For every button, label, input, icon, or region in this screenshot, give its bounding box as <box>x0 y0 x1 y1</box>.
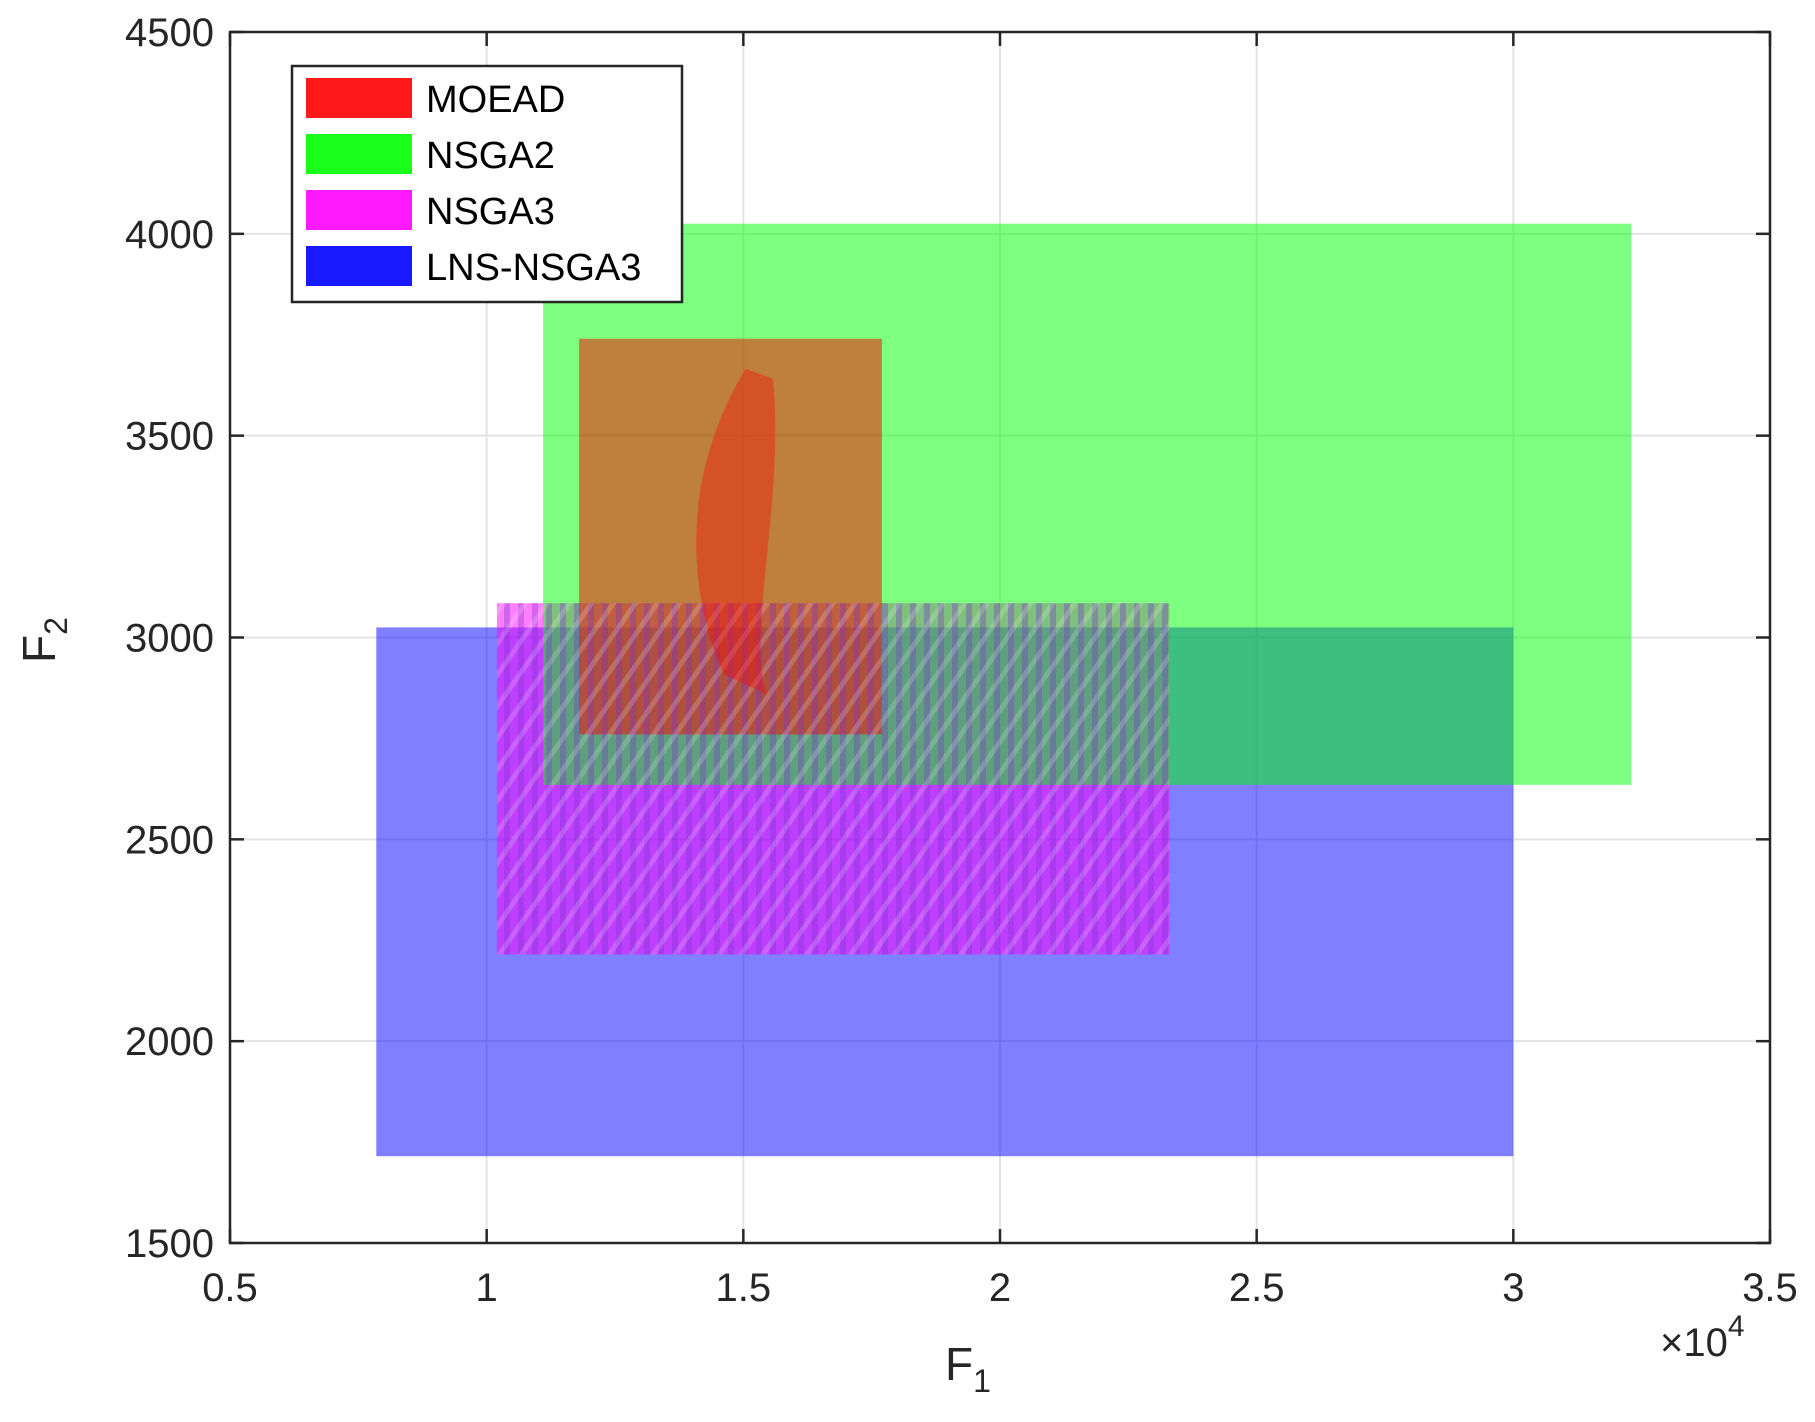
x-tick-label-2: 1.5 <box>716 1266 772 1310</box>
axis-labels: F1 F2 ×104 <box>13 617 1745 1399</box>
y-axis-label: F2 <box>13 617 74 663</box>
moead-texture <box>696 368 776 695</box>
axes <box>228 30 1772 1245</box>
x-tick-label-3: 2 <box>989 1266 1011 1310</box>
y-tick-label-4: 3500 <box>125 415 214 459</box>
legend-label-lns-nsga3: LNS-NSGA3 <box>426 247 641 289</box>
legend-swatch-moead <box>306 78 412 118</box>
nsga3-texture-diagonal <box>496 603 1170 955</box>
legend-label-nsga3: NSGA3 <box>426 191 555 233</box>
y-tick-label-1: 2000 <box>125 1020 214 1064</box>
legend: MOEAD NSGA2 NSGA3 LNS-NSGA3 <box>290 64 684 304</box>
region-textures <box>496 368 1170 955</box>
legend-label-nsga2: NSGA2 <box>426 135 555 177</box>
x-tick-label-1: 1 <box>476 1266 498 1310</box>
legend-swatch-lns-nsga3 <box>306 246 412 286</box>
x-axis-label: F1 <box>945 1338 991 1399</box>
legend-swatch-nsga3 <box>306 190 412 230</box>
y-tick-label-6: 4500 <box>125 11 214 55</box>
x-tick-label-0: 0.5 <box>202 1266 258 1310</box>
y-tick-label-5: 4000 <box>125 213 214 257</box>
legend-label-moead: MOEAD <box>426 79 565 121</box>
x-tick-label-5: 3 <box>1502 1266 1524 1310</box>
x-multiplier-label: ×104 <box>1660 1310 1745 1365</box>
legend-swatch-nsga2 <box>306 134 412 174</box>
x-tick-label-4: 2.5 <box>1229 1266 1285 1310</box>
y-tick-label-2: 2500 <box>125 818 214 862</box>
tick-labels: 0.5 1 1.5 2 2.5 3 3.5 1500 2000 2500 3000 3500 4000 4… <box>125 11 1798 1310</box>
y-tick-label-3: 3000 <box>125 617 214 661</box>
y-tick-label-0: 1500 <box>125 1222 214 1266</box>
x-tick-label-6: 3.5 <box>1742 1266 1798 1310</box>
